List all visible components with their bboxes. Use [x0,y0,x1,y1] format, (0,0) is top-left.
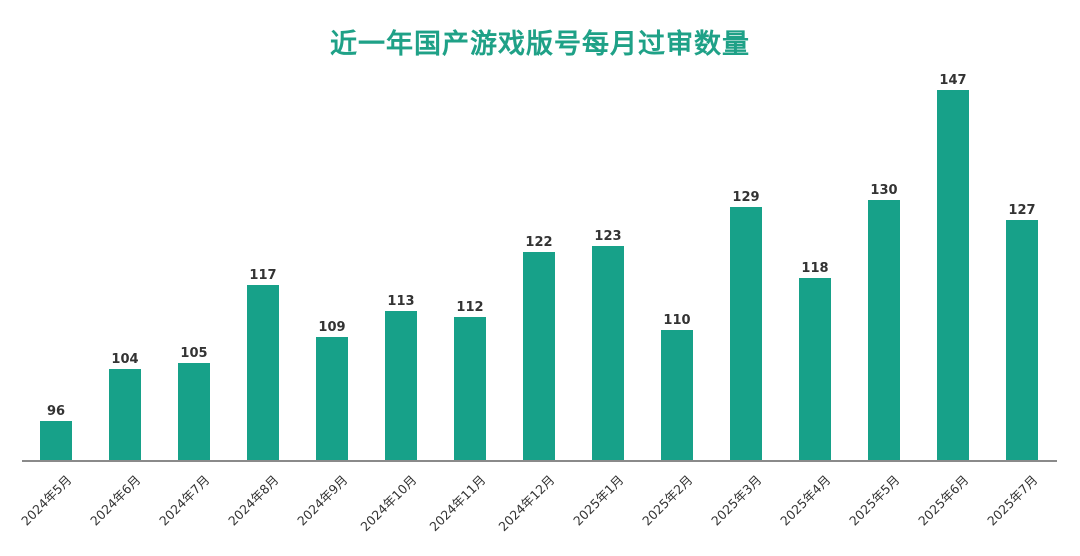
bar [247,284,279,460]
bar [385,310,417,460]
x-tick-label: 2025年4月 [777,472,834,529]
bar [868,200,900,460]
bar [1006,219,1038,460]
data-label: 109 [318,319,346,335]
x-tick-label: 2024年9月 [294,472,351,529]
x-axis-line [22,460,1057,462]
data-label: 123 [594,228,622,244]
data-label: 130 [870,183,898,199]
bar [523,252,555,460]
data-label: 129 [732,189,760,205]
bar [178,362,210,460]
data-label: 147 [939,73,967,88]
x-tick-label: 2025年6月 [915,472,972,529]
data-label: 96 [46,404,66,420]
bar [316,336,348,460]
data-label: 122 [525,235,553,251]
bar [592,245,624,460]
data-label: 112 [456,300,484,316]
data-label: 105 [180,345,208,361]
data-label: 113 [387,293,415,309]
data-label: 110 [663,313,691,329]
bar [730,206,762,460]
chart-title: 近一年国产游戏版号每月过审数量 [330,29,750,60]
x-tick-label: 2024年8月 [225,472,282,529]
data-label: 127 [1008,202,1036,218]
x-tick-label: 2024年5月 [18,472,75,529]
bar [937,90,969,460]
bar [454,317,486,460]
x-tick-label: 2024年10月 [357,472,420,535]
x-tick-label: 2024年12月 [495,472,558,535]
data-label: 118 [801,261,829,277]
x-tick-label: 2024年6月 [87,472,144,529]
x-tick-label: 2025年3月 [708,472,765,529]
x-tick-label: 2025年7月 [984,472,1041,529]
x-tick-label: 2025年5月 [846,472,903,529]
x-tick-label: 2024年7月 [156,472,213,529]
data-label: 104 [111,352,139,368]
bar [799,278,831,460]
bar [661,330,693,460]
x-tick-label: 2025年1月 [570,472,627,529]
bar [40,421,72,460]
bar [109,369,141,460]
x-tick-label: 2025年2月 [639,472,696,529]
x-tick-label: 2024年11月 [426,472,489,535]
data-label: 117 [249,267,277,283]
